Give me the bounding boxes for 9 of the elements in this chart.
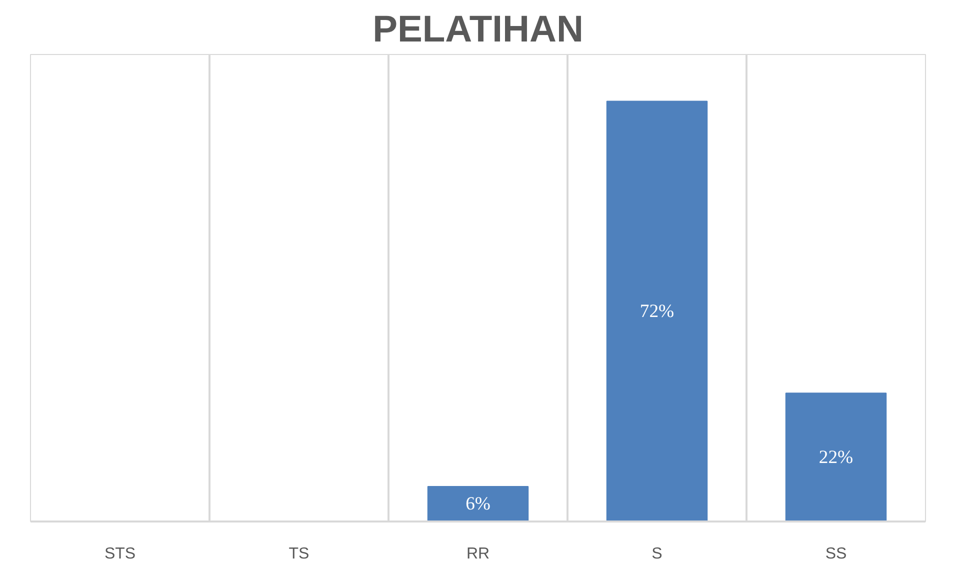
x-tick-label: STS [104,546,136,562]
x-tick-label: SS [825,546,847,562]
data-label: 72% [640,300,674,322]
x-tick-label: TS [288,546,310,562]
chart-title: PELATIHAN [372,8,584,50]
x-tick-label: RR [466,546,490,562]
data-label: 6% [466,493,490,514]
x-tick-label: S [652,546,662,562]
data-label: 22% [818,446,854,468]
